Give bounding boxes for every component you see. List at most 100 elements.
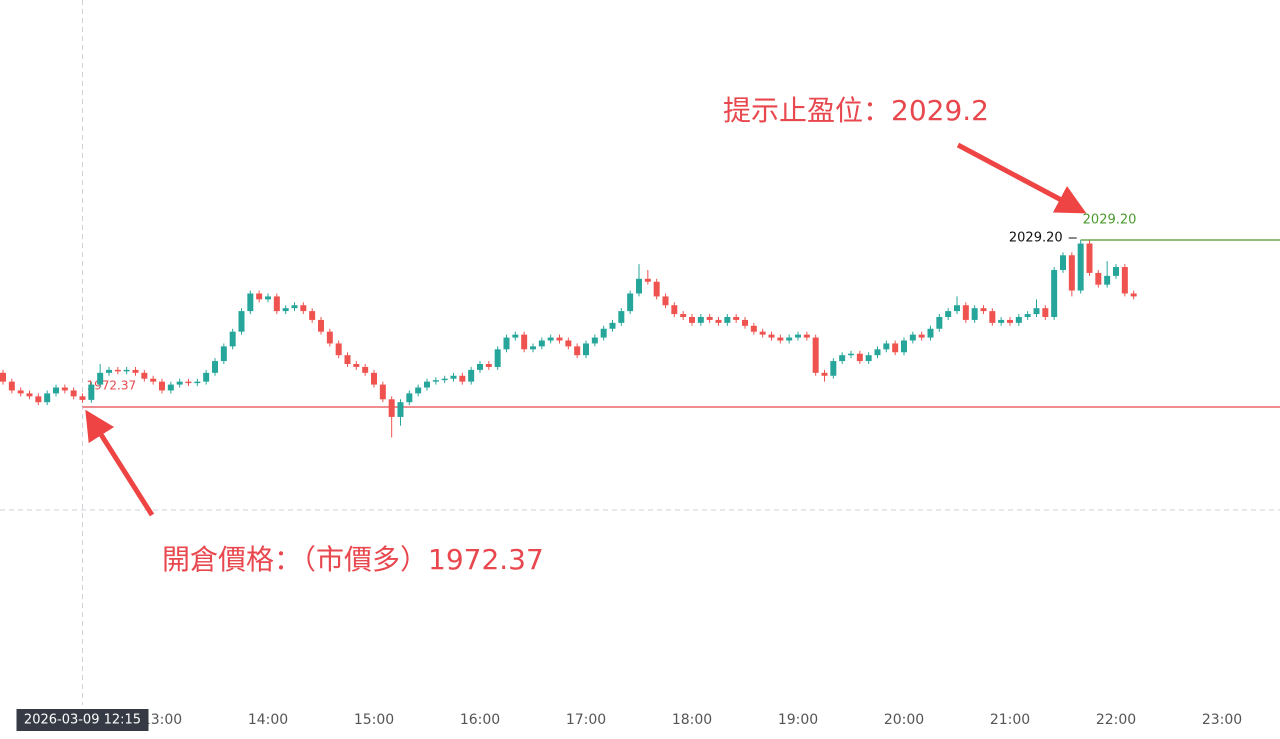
- x-tick-label: 20:00: [884, 712, 924, 728]
- candle-body: [167, 384, 174, 391]
- candle-body: [962, 305, 969, 320]
- candle-body: [1024, 314, 1031, 317]
- candle-body: [344, 355, 351, 365]
- candle-body: [750, 325, 757, 332]
- candle-body: [450, 375, 457, 379]
- candle-body: [1130, 293, 1137, 297]
- x-tick-label: 21:00: [990, 712, 1030, 728]
- candle-body: [591, 337, 598, 344]
- arrow: [85, 409, 155, 517]
- x-tick-label: 14:00: [248, 712, 288, 728]
- candle-body: [848, 353, 854, 356]
- candle-body: [680, 314, 687, 317]
- candle-body: [406, 393, 413, 403]
- x-tick-label: 16:00: [460, 712, 500, 728]
- candle-body: [1113, 267, 1119, 276]
- candle-body: [300, 305, 307, 312]
- candle-body: [353, 364, 360, 367]
- candle-body: [856, 353, 863, 362]
- candle-body: [583, 343, 589, 356]
- candle-body: [247, 293, 254, 312]
- x-tick-label: 19:00: [778, 712, 818, 728]
- crosshair-label-bg: [16, 709, 149, 731]
- candle-body: [883, 343, 890, 350]
- candle-body: [88, 384, 95, 400]
- candle-body: [1077, 243, 1084, 291]
- candle-body: [203, 372, 210, 382]
- candle-body: [159, 381, 165, 391]
- candle-body: [874, 349, 881, 356]
- candle-body: [432, 380, 439, 382]
- candle-body: [954, 305, 960, 312]
- candle-body: [609, 322, 616, 329]
- candle-body: [176, 381, 183, 385]
- candle-body: [724, 316, 731, 323]
- take-profit-label: 2029.20: [1083, 213, 1137, 228]
- candle-body: [114, 369, 121, 372]
- candle-body: [927, 328, 934, 338]
- candle-body: [326, 331, 333, 344]
- x-tick-label: 13:00: [142, 712, 182, 728]
- candle-body: [273, 296, 280, 312]
- candle-body: [8, 381, 15, 391]
- candle-body: [0, 372, 6, 382]
- candle-body: [70, 390, 77, 397]
- candle-body: [1104, 275, 1111, 285]
- candle-body: [786, 337, 793, 341]
- candle-body: [477, 364, 483, 370]
- candle-body: [945, 311, 952, 317]
- candle-body: [574, 346, 581, 356]
- candle-body: [1007, 319, 1013, 323]
- x-tick-label: 18:00: [672, 712, 712, 728]
- candle-body: [1042, 308, 1049, 317]
- candle-body: [265, 296, 271, 300]
- candle-body: [1068, 255, 1075, 291]
- candle-body: [653, 281, 660, 297]
- candle-body: [1086, 243, 1093, 273]
- candle-body: [35, 396, 42, 403]
- high-label: 2029.20: [1009, 231, 1063, 246]
- candle-body: [132, 369, 139, 373]
- candle-body: [318, 319, 324, 332]
- candle-body: [706, 316, 713, 320]
- candle-body: [521, 334, 528, 350]
- candle-body: [989, 311, 996, 323]
- x-tick-label: 17:00: [566, 712, 606, 728]
- candle-body: [424, 381, 430, 388]
- candle-body: [821, 372, 828, 376]
- candle-body: [759, 331, 766, 335]
- candle-body: [379, 384, 386, 400]
- candle-body: [468, 369, 475, 382]
- candle-body: [26, 393, 33, 397]
- candle-body: [185, 381, 192, 384]
- candle-body: [1015, 316, 1022, 323]
- candle-body: [998, 319, 1005, 323]
- arrow: [956, 142, 1087, 214]
- candle-body: [106, 369, 112, 373]
- candle-body: [61, 387, 68, 391]
- crosshair-label: 2026-03-09 12:15: [24, 713, 141, 728]
- candle-body: [459, 375, 466, 382]
- candle-body: [662, 296, 669, 306]
- candle-body: [547, 337, 554, 341]
- candle-body: [371, 372, 377, 385]
- candle-body: [742, 319, 748, 326]
- candle-body: [229, 331, 236, 347]
- candle-body: [980, 308, 987, 312]
- x-tick-label: 15:00: [354, 712, 394, 728]
- candle-body: [600, 328, 607, 338]
- candle-body: [397, 402, 404, 417]
- candle-body: [485, 364, 492, 367]
- candle-body: [971, 308, 978, 320]
- candle-body: [733, 316, 740, 320]
- candle-body: [812, 337, 819, 373]
- candle-body: [1121, 267, 1128, 294]
- candle-body: [212, 361, 218, 373]
- candle-body: [627, 293, 634, 312]
- candle-body: [909, 334, 916, 341]
- candle-body: [1095, 272, 1102, 285]
- candle-body: [220, 346, 227, 362]
